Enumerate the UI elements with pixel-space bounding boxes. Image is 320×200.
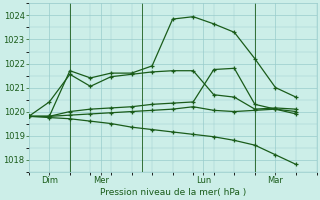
X-axis label: Pression niveau de la mer( hPa ): Pression niveau de la mer( hPa ) [100,188,246,197]
